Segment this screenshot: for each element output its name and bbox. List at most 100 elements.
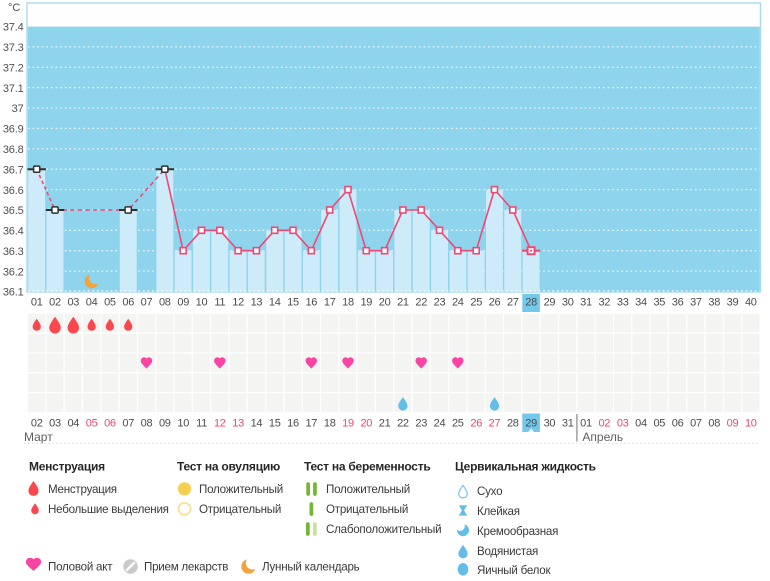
svg-text:Водянистая: Водянистая — [477, 545, 538, 558]
svg-text:27: 27 — [489, 418, 501, 430]
svg-text:36.7: 36.7 — [3, 164, 24, 176]
svg-text:08: 08 — [708, 418, 720, 430]
svg-text:36.4: 36.4 — [3, 226, 24, 238]
svg-text:01: 01 — [31, 297, 43, 309]
svg-text:10: 10 — [745, 418, 757, 430]
svg-text:29: 29 — [525, 418, 537, 430]
svg-text:32: 32 — [598, 297, 610, 309]
svg-text:Клейкая: Клейкая — [477, 505, 520, 518]
svg-text:26: 26 — [470, 418, 482, 430]
svg-text:27: 27 — [507, 297, 519, 309]
svg-text:14: 14 — [269, 297, 281, 309]
svg-text:11: 11 — [196, 418, 207, 430]
svg-text:17: 17 — [305, 418, 317, 430]
svg-text:07: 07 — [122, 418, 134, 430]
svg-text:36.9: 36.9 — [3, 124, 24, 136]
svg-text:09: 09 — [177, 297, 189, 309]
svg-text:36.8: 36.8 — [3, 144, 24, 156]
svg-text:15: 15 — [269, 418, 281, 430]
svg-text:40: 40 — [745, 297, 757, 309]
svg-text:08: 08 — [159, 297, 171, 309]
svg-text:02: 02 — [49, 297, 61, 309]
svg-text:Апрель: Апрель — [582, 430, 623, 444]
svg-text:18: 18 — [324, 418, 336, 430]
svg-text:16: 16 — [287, 418, 299, 430]
svg-text:30: 30 — [544, 418, 556, 430]
svg-text:Половой акт: Половой акт — [48, 561, 113, 574]
svg-text:15: 15 — [287, 297, 299, 309]
svg-text:25: 25 — [452, 418, 464, 430]
svg-text:26: 26 — [489, 297, 501, 309]
svg-text:37.4: 37.4 — [3, 22, 24, 34]
svg-text:Положительный: Положительный — [326, 483, 410, 496]
svg-text:07: 07 — [141, 297, 153, 309]
svg-text:02: 02 — [31, 418, 43, 430]
svg-text:06: 06 — [122, 297, 134, 309]
svg-text:01: 01 — [580, 418, 592, 430]
svg-text:04: 04 — [67, 418, 79, 430]
svg-text:29: 29 — [544, 297, 556, 309]
svg-text:Менструация: Менструация — [29, 459, 105, 473]
svg-text:Цервикальная жидкость: Цервикальная жидкость — [455, 459, 596, 473]
svg-text:07: 07 — [690, 418, 702, 430]
svg-text:Положительный: Положительный — [199, 483, 283, 496]
svg-text:39: 39 — [727, 297, 739, 309]
svg-text:31: 31 — [580, 297, 592, 309]
svg-text:37.2: 37.2 — [3, 63, 24, 75]
svg-text:28: 28 — [525, 297, 537, 309]
svg-text:04: 04 — [635, 418, 647, 430]
svg-text:04: 04 — [86, 297, 98, 309]
svg-text:34: 34 — [635, 297, 647, 309]
svg-text:38: 38 — [708, 297, 720, 309]
svg-text:Слабоположительный: Слабоположительный — [326, 523, 441, 536]
svg-text:36.3: 36.3 — [3, 246, 24, 258]
svg-text:Сухо: Сухо — [477, 485, 502, 498]
svg-text:21: 21 — [397, 297, 409, 309]
svg-text:03: 03 — [617, 418, 629, 430]
svg-text:13: 13 — [232, 418, 244, 430]
svg-text:08: 08 — [141, 418, 153, 430]
svg-text:22: 22 — [415, 297, 427, 309]
svg-text:03: 03 — [49, 418, 61, 430]
svg-text:36.2: 36.2 — [3, 266, 24, 278]
svg-text:Яичный белок: Яичный белок — [477, 564, 551, 576]
svg-text:Март: Март — [24, 430, 53, 444]
svg-text:Тест на беременность: Тест на беременность — [304, 459, 430, 473]
svg-text:Отрицательный: Отрицательный — [199, 503, 281, 516]
svg-text:19: 19 — [342, 418, 354, 430]
svg-text:24: 24 — [434, 418, 446, 430]
svg-text:37: 37 — [12, 103, 24, 115]
svg-text:21: 21 — [379, 418, 391, 430]
svg-text:25: 25 — [470, 297, 482, 309]
svg-text:11: 11 — [214, 297, 225, 309]
svg-text:24: 24 — [452, 297, 464, 309]
svg-text:Менструация: Менструация — [48, 483, 117, 496]
svg-text:10: 10 — [177, 418, 189, 430]
svg-text:09: 09 — [159, 418, 171, 430]
svg-text:36.5: 36.5 — [3, 205, 24, 217]
svg-text:°C: °C — [8, 2, 20, 14]
svg-text:18: 18 — [342, 297, 354, 309]
svg-text:12: 12 — [232, 297, 244, 309]
svg-text:06: 06 — [104, 418, 116, 430]
svg-text:37.1: 37.1 — [3, 83, 24, 95]
svg-text:Тест на овуляцию: Тест на овуляцию — [177, 459, 280, 473]
svg-text:14: 14 — [251, 418, 263, 430]
svg-text:Кремообразная: Кремообразная — [477, 525, 558, 538]
svg-text:36.1: 36.1 — [3, 287, 24, 299]
svg-text:13: 13 — [251, 297, 263, 309]
svg-text:20: 20 — [360, 418, 372, 430]
svg-text:12: 12 — [214, 418, 226, 430]
svg-text:05: 05 — [653, 418, 665, 430]
svg-text:Отрицательный: Отрицательный — [326, 503, 408, 516]
svg-text:31: 31 — [562, 418, 574, 430]
svg-text:05: 05 — [86, 418, 98, 430]
svg-text:20: 20 — [379, 297, 391, 309]
svg-text:03: 03 — [67, 297, 79, 309]
svg-text:37: 37 — [690, 297, 702, 309]
svg-text:22: 22 — [397, 418, 409, 430]
svg-text:05: 05 — [104, 297, 116, 309]
svg-text:Прием лекарств: Прием лекарств — [144, 561, 228, 574]
svg-text:35: 35 — [653, 297, 665, 309]
svg-text:09: 09 — [727, 418, 739, 430]
